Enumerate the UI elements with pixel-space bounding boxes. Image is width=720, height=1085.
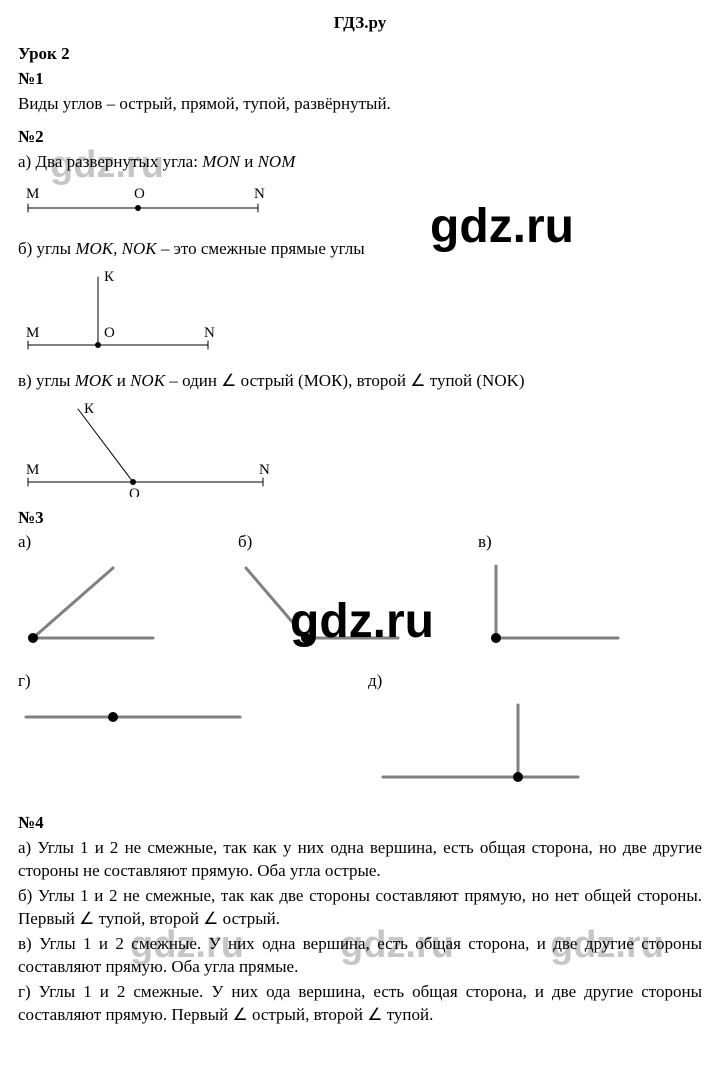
svg-text:К: К — [84, 401, 95, 417]
task-2-num: №2 — [18, 126, 702, 149]
task-2-a: а) Два развернутых угла: MON и NOM — [18, 151, 702, 174]
svg-text:O: O — [129, 486, 140, 497]
task-4-a: а) Углы 1 и 2 не смежные, так как у них … — [18, 837, 702, 883]
text: – один ∠ острый (МОК), второй ∠ тупой (N… — [165, 371, 524, 390]
text: а) Два развернутых угла: — [18, 152, 202, 171]
svg-text:N: N — [254, 186, 265, 202]
svg-text:M: M — [26, 462, 39, 478]
text: б) углы — [18, 239, 75, 258]
text: и — [112, 371, 130, 390]
svg-text:O: O — [104, 325, 115, 341]
task-4-b: б) Углы 1 и 2 не смежные, так как две ст… — [18, 885, 702, 931]
angle: NOM — [258, 152, 296, 171]
task-2-v: в) углы MOK и NOK – один ∠ острый (МОК),… — [18, 370, 702, 393]
diagram-3b — [238, 558, 458, 648]
task-1: №1 Виды углов – острый, прямой, тупой, р… — [18, 68, 702, 116]
diagram-2v: M O N К — [18, 397, 702, 497]
diagram-3d — [368, 697, 668, 792]
diagram-3a — [18, 558, 218, 648]
task-3-d-label: д) — [368, 670, 668, 693]
angle: MON — [202, 152, 240, 171]
svg-text:M: M — [26, 325, 39, 341]
task-3-num: №3 — [18, 507, 702, 530]
page: gdz.ru gdz.ru gdz.ru gdz.ru gdz.ru gdz.r… — [0, 0, 720, 1057]
task-3-row2: г) д) — [18, 670, 702, 802]
task-4-v: в) Углы 1 и 2 смежные. У них одна вершин… — [18, 933, 702, 979]
diagram-3v — [478, 558, 678, 648]
svg-text:N: N — [259, 462, 270, 478]
svg-text:M: M — [26, 186, 39, 202]
text: – это смежные прямые углы — [157, 239, 365, 258]
task-2-b: б) углы MOK, NOK – это смежные прямые уг… — [18, 238, 702, 261]
text: и — [240, 152, 258, 171]
text: в) углы — [18, 371, 75, 390]
task-4-g: г) Углы 1 и 2 смежные. У них ода вершина… — [18, 981, 702, 1027]
task-3-v-label: в) — [478, 531, 678, 554]
svg-text:К: К — [104, 269, 115, 285]
page-title: ГДЗ.ру — [18, 12, 702, 35]
lesson-title: Урок 2 — [18, 43, 702, 66]
task-3-g-label: г) — [18, 670, 348, 693]
task-3-row1: а) б) в) — [18, 531, 702, 658]
diagram-3g — [18, 697, 348, 737]
angle: MOK, NOK — [75, 239, 156, 258]
task-1-text: Виды углов – острый, прямой, тупой, разв… — [18, 93, 702, 116]
task-1-num: №1 — [18, 68, 702, 91]
task-4: №4 а) Углы 1 и 2 не смежные, так как у н… — [18, 812, 702, 1026]
diagram-2a: MON — [18, 178, 702, 228]
angle: NOK — [130, 371, 165, 390]
task-3-b-label: б) — [238, 531, 458, 554]
svg-text:O: O — [134, 186, 145, 202]
svg-text:N: N — [204, 325, 215, 341]
angle: MOK — [75, 371, 113, 390]
diagram-2b: M O N К — [18, 265, 702, 360]
task-2: №2 а) Два развернутых угла: MON и NOM MO… — [18, 126, 702, 497]
task-4-num: №4 — [18, 812, 702, 835]
task-3-a-label: а) — [18, 531, 218, 554]
task-3: №3 а) б) в) г) д) — [18, 507, 702, 803]
